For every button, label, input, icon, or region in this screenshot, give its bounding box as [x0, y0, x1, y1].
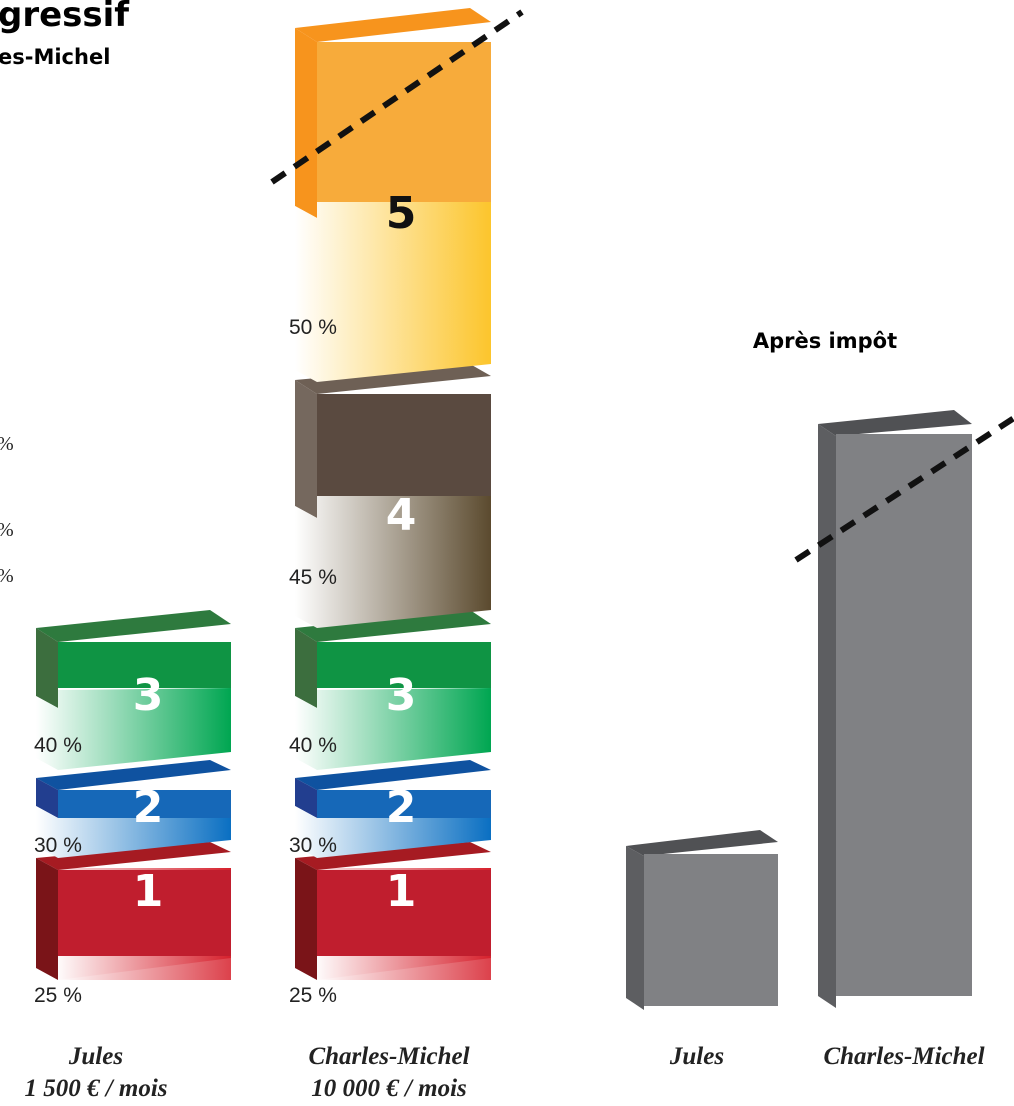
- bar-cm-bracket-2: [295, 760, 491, 858]
- cm-bracket-1-number: 1: [386, 866, 417, 917]
- cm-bracket-3-number: 3: [386, 670, 417, 721]
- jules-rate-3: 40 %: [34, 734, 82, 757]
- after-tax-truncation-line: [794, 415, 1014, 563]
- edge-mark-3: %: [0, 565, 14, 587]
- cm-rate-5: 50 %: [289, 316, 337, 339]
- bar-cm-bracket-3: [295, 610, 491, 770]
- cm-bracket-2-number: 2: [386, 782, 417, 833]
- bar-jules-bracket-2: [36, 760, 231, 858]
- income-label-jules: 1 500 € / mois: [24, 1075, 167, 1102]
- category-label-cm: Charles-Michel: [308, 1043, 469, 1070]
- jules-bracket-3-number: 3: [133, 670, 164, 721]
- cm-rate-4: 45 %: [289, 566, 337, 589]
- jules-rate-1: 25 %: [34, 984, 82, 1007]
- jules-bracket-2-number: 2: [133, 782, 164, 833]
- cm-bracket-4-number: 4: [386, 490, 417, 541]
- bar-jules-bracket-1: [36, 842, 231, 980]
- after-tax-title: Après impôt: [753, 329, 897, 353]
- jules-rate-2: 30 %: [34, 834, 82, 857]
- title-fragment: gressif: [0, 0, 130, 35]
- subtitle-fragment: es-Michel: [0, 45, 110, 69]
- edge-mark-1: %: [0, 433, 14, 455]
- cm-rate-1: 25 %: [289, 984, 337, 1007]
- income-label-cm: 10 000 € / mois: [311, 1075, 467, 1102]
- cm-rate-3: 40 %: [289, 734, 337, 757]
- cm-bracket-5-number: 5: [386, 188, 417, 239]
- bar-cm-bracket-4: [295, 364, 491, 628]
- bar-jules-bracket-3: [36, 610, 231, 770]
- bar-cm-bracket-1: [295, 842, 491, 980]
- after-tax-bar-jules: [626, 830, 778, 1010]
- bar-cm-bracket-5: [295, 8, 491, 382]
- after-tax-label-jules: Jules: [669, 1043, 724, 1070]
- cm-truncation-line: [270, 9, 524, 185]
- edge-mark-2: %: [0, 519, 14, 541]
- after-tax-bar-cm: [818, 410, 972, 1008]
- after-tax-label-cm: Charles-Michel: [823, 1043, 984, 1070]
- cm-rate-2: 30 %: [289, 834, 337, 857]
- category-label-jules: Jules: [68, 1043, 123, 1070]
- jules-bracket-1-number: 1: [133, 866, 164, 917]
